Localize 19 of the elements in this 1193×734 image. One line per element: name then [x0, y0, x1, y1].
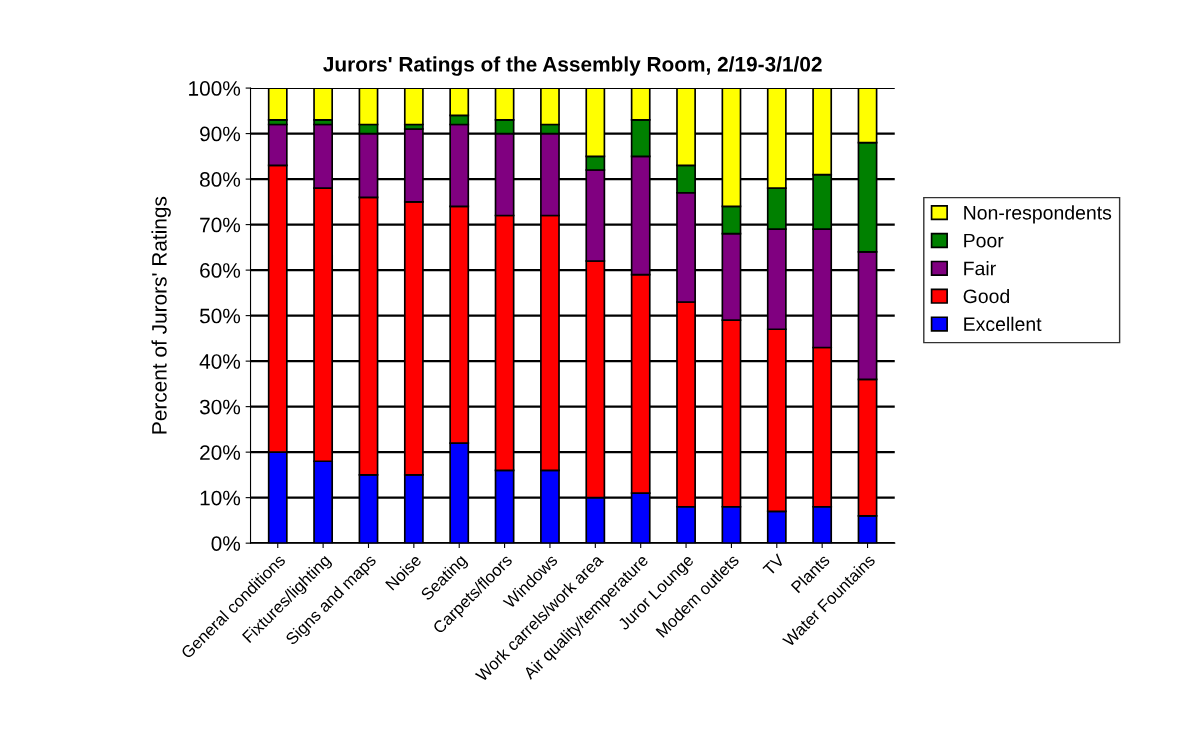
- y-tick-label: 70%: [200, 217, 241, 233]
- y-tick-label: 40%: [199, 354, 241, 369]
- legend-label: Good: [963, 288, 1009, 304]
- y-tick-label: 80%: [200, 172, 241, 187]
- y-tick-label: 60%: [200, 263, 241, 278]
- legend-label: Fair: [964, 261, 996, 276]
- y-axis-title: Percent of Jurors' Ratings: [151, 196, 171, 434]
- y-tick-label: 90%: [200, 126, 241, 142]
- x-tick-label: TV: [762, 553, 786, 577]
- legend-label: Poor: [964, 233, 1004, 248]
- y-tick-label: 100%: [189, 81, 241, 96]
- y-tick-label: 30%: [199, 399, 241, 415]
- legend-label: Non-respondents: [964, 205, 1112, 224]
- y-tick-label: 20%: [200, 445, 241, 460]
- y-tick-label: 0%: [211, 536, 241, 551]
- y-tick-label: 10%: [200, 490, 241, 506]
- chart-title: Jurors' Ratings of the Assembly Room, 2/19-3/1/02: [323, 56, 822, 76]
- legend-label: Excellent: [964, 316, 1042, 332]
- y-tick-label: 50%: [199, 308, 241, 324]
